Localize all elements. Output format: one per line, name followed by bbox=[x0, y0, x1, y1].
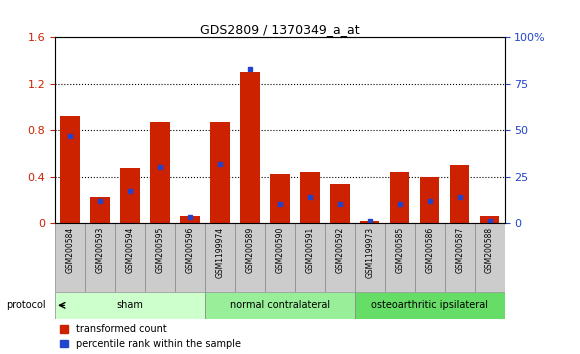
Bar bbox=[205, 292, 355, 319]
Bar bbox=[450, 165, 469, 223]
Bar bbox=[360, 221, 379, 223]
Bar bbox=[85, 223, 115, 292]
Bar bbox=[330, 183, 350, 223]
Text: GSM1199974: GSM1199974 bbox=[215, 227, 224, 278]
Bar bbox=[445, 223, 474, 292]
Bar bbox=[474, 223, 505, 292]
Text: sham: sham bbox=[117, 300, 143, 310]
Bar bbox=[180, 216, 200, 223]
Bar bbox=[210, 122, 230, 223]
Text: GSM200588: GSM200588 bbox=[485, 227, 494, 273]
Text: GSM200584: GSM200584 bbox=[66, 227, 75, 273]
Text: GSM1199973: GSM1199973 bbox=[365, 227, 374, 278]
Text: GSM200591: GSM200591 bbox=[305, 227, 314, 273]
Bar bbox=[240, 72, 260, 223]
Text: GSM200590: GSM200590 bbox=[276, 227, 284, 273]
Bar bbox=[415, 223, 445, 292]
Text: GSM200595: GSM200595 bbox=[155, 227, 165, 273]
Bar bbox=[270, 174, 289, 223]
Title: GDS2809 / 1370349_a_at: GDS2809 / 1370349_a_at bbox=[200, 23, 360, 36]
Bar bbox=[355, 292, 505, 319]
Bar bbox=[325, 223, 355, 292]
Bar bbox=[480, 216, 499, 223]
Text: GSM200596: GSM200596 bbox=[186, 227, 194, 273]
Bar bbox=[385, 223, 415, 292]
Bar bbox=[175, 223, 205, 292]
Text: GSM200594: GSM200594 bbox=[125, 227, 135, 273]
Bar bbox=[90, 198, 110, 223]
Bar bbox=[120, 169, 140, 223]
Text: osteoarthritic ipsilateral: osteoarthritic ipsilateral bbox=[371, 300, 488, 310]
Bar bbox=[295, 223, 325, 292]
Bar bbox=[420, 177, 440, 223]
Text: protocol: protocol bbox=[6, 300, 45, 310]
Bar bbox=[265, 223, 295, 292]
Text: GSM200593: GSM200593 bbox=[96, 227, 104, 273]
Legend: transformed count, percentile rank within the sample: transformed count, percentile rank withi… bbox=[60, 324, 241, 349]
Bar bbox=[115, 223, 145, 292]
Bar bbox=[145, 223, 175, 292]
Bar bbox=[55, 292, 205, 319]
Bar bbox=[55, 223, 85, 292]
Text: normal contralateral: normal contralateral bbox=[230, 300, 330, 310]
Text: GSM200592: GSM200592 bbox=[335, 227, 345, 273]
Bar bbox=[300, 172, 320, 223]
Bar bbox=[205, 223, 235, 292]
Text: GSM200586: GSM200586 bbox=[425, 227, 434, 273]
Text: GSM200585: GSM200585 bbox=[395, 227, 404, 273]
Bar bbox=[235, 223, 265, 292]
Bar bbox=[150, 122, 170, 223]
Bar bbox=[355, 223, 385, 292]
Text: GSM200589: GSM200589 bbox=[245, 227, 255, 273]
Bar bbox=[60, 116, 80, 223]
Bar bbox=[390, 172, 409, 223]
Text: GSM200587: GSM200587 bbox=[455, 227, 464, 273]
